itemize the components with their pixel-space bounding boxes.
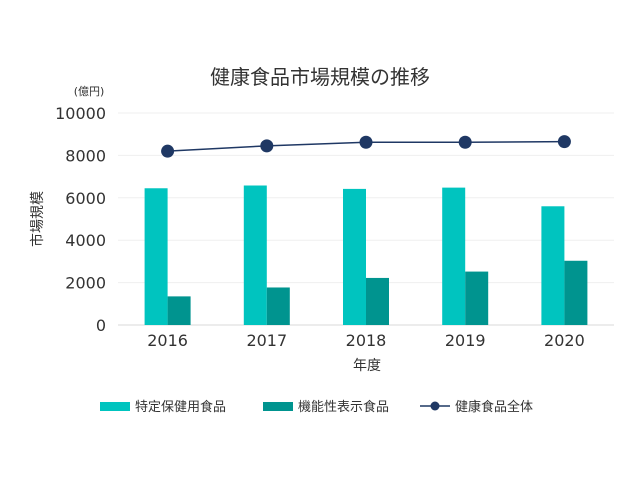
bar: [366, 277, 389, 325]
y-tick-label: 10000: [55, 104, 106, 123]
bar: [541, 206, 565, 325]
line-point: [557, 135, 571, 149]
legend-swatch-marker: [430, 401, 440, 411]
bar: [167, 296, 191, 325]
bar: [442, 187, 466, 325]
x-tick-label: 2018: [346, 331, 387, 350]
x-tick-label: 2016: [147, 331, 188, 350]
bar: [144, 188, 168, 325]
y-tick-label: 4000: [65, 231, 106, 250]
line-point: [458, 135, 472, 149]
legend-swatch: [263, 402, 293, 411]
x-tick-label: 2020: [544, 331, 585, 350]
x-axis-label: 年度: [353, 358, 381, 374]
legend-label: 健康食品全体: [455, 399, 533, 415]
chart-title: 健康食品市場規模の推移: [210, 65, 430, 89]
y-tick-label: 8000: [65, 146, 106, 165]
x-tick-label: 2019: [445, 331, 486, 350]
y-unit-label: (億円): [74, 85, 105, 98]
bar: [243, 185, 267, 325]
bars: [144, 185, 588, 325]
y-tick-label: 2000: [65, 274, 106, 293]
bar: [266, 287, 290, 325]
y-tick-labels: 0 2000 4000 6000 8000 10000: [55, 104, 106, 335]
line-series: [161, 135, 571, 158]
legend-label: 機能性表示食品: [298, 399, 389, 415]
x-tick-label: 2017: [246, 331, 287, 350]
line-point: [359, 135, 373, 149]
bar: [564, 260, 588, 325]
bar: [465, 271, 489, 325]
y-tick-label: 6000: [65, 189, 106, 208]
legend-label: 特定保健用食品: [135, 399, 226, 415]
legend: 特定保健用食品 機能性表示食品 健康食品全体: [100, 399, 533, 415]
line-point: [161, 144, 175, 158]
legend-swatch: [100, 402, 130, 411]
y-tick-label: 0: [96, 316, 106, 335]
line-point: [260, 139, 274, 153]
y-axis-label: 市場規模: [29, 191, 46, 247]
x-tick-labels: 2016 2017 2018 2019 2020: [147, 331, 585, 350]
bar: [343, 188, 366, 325]
